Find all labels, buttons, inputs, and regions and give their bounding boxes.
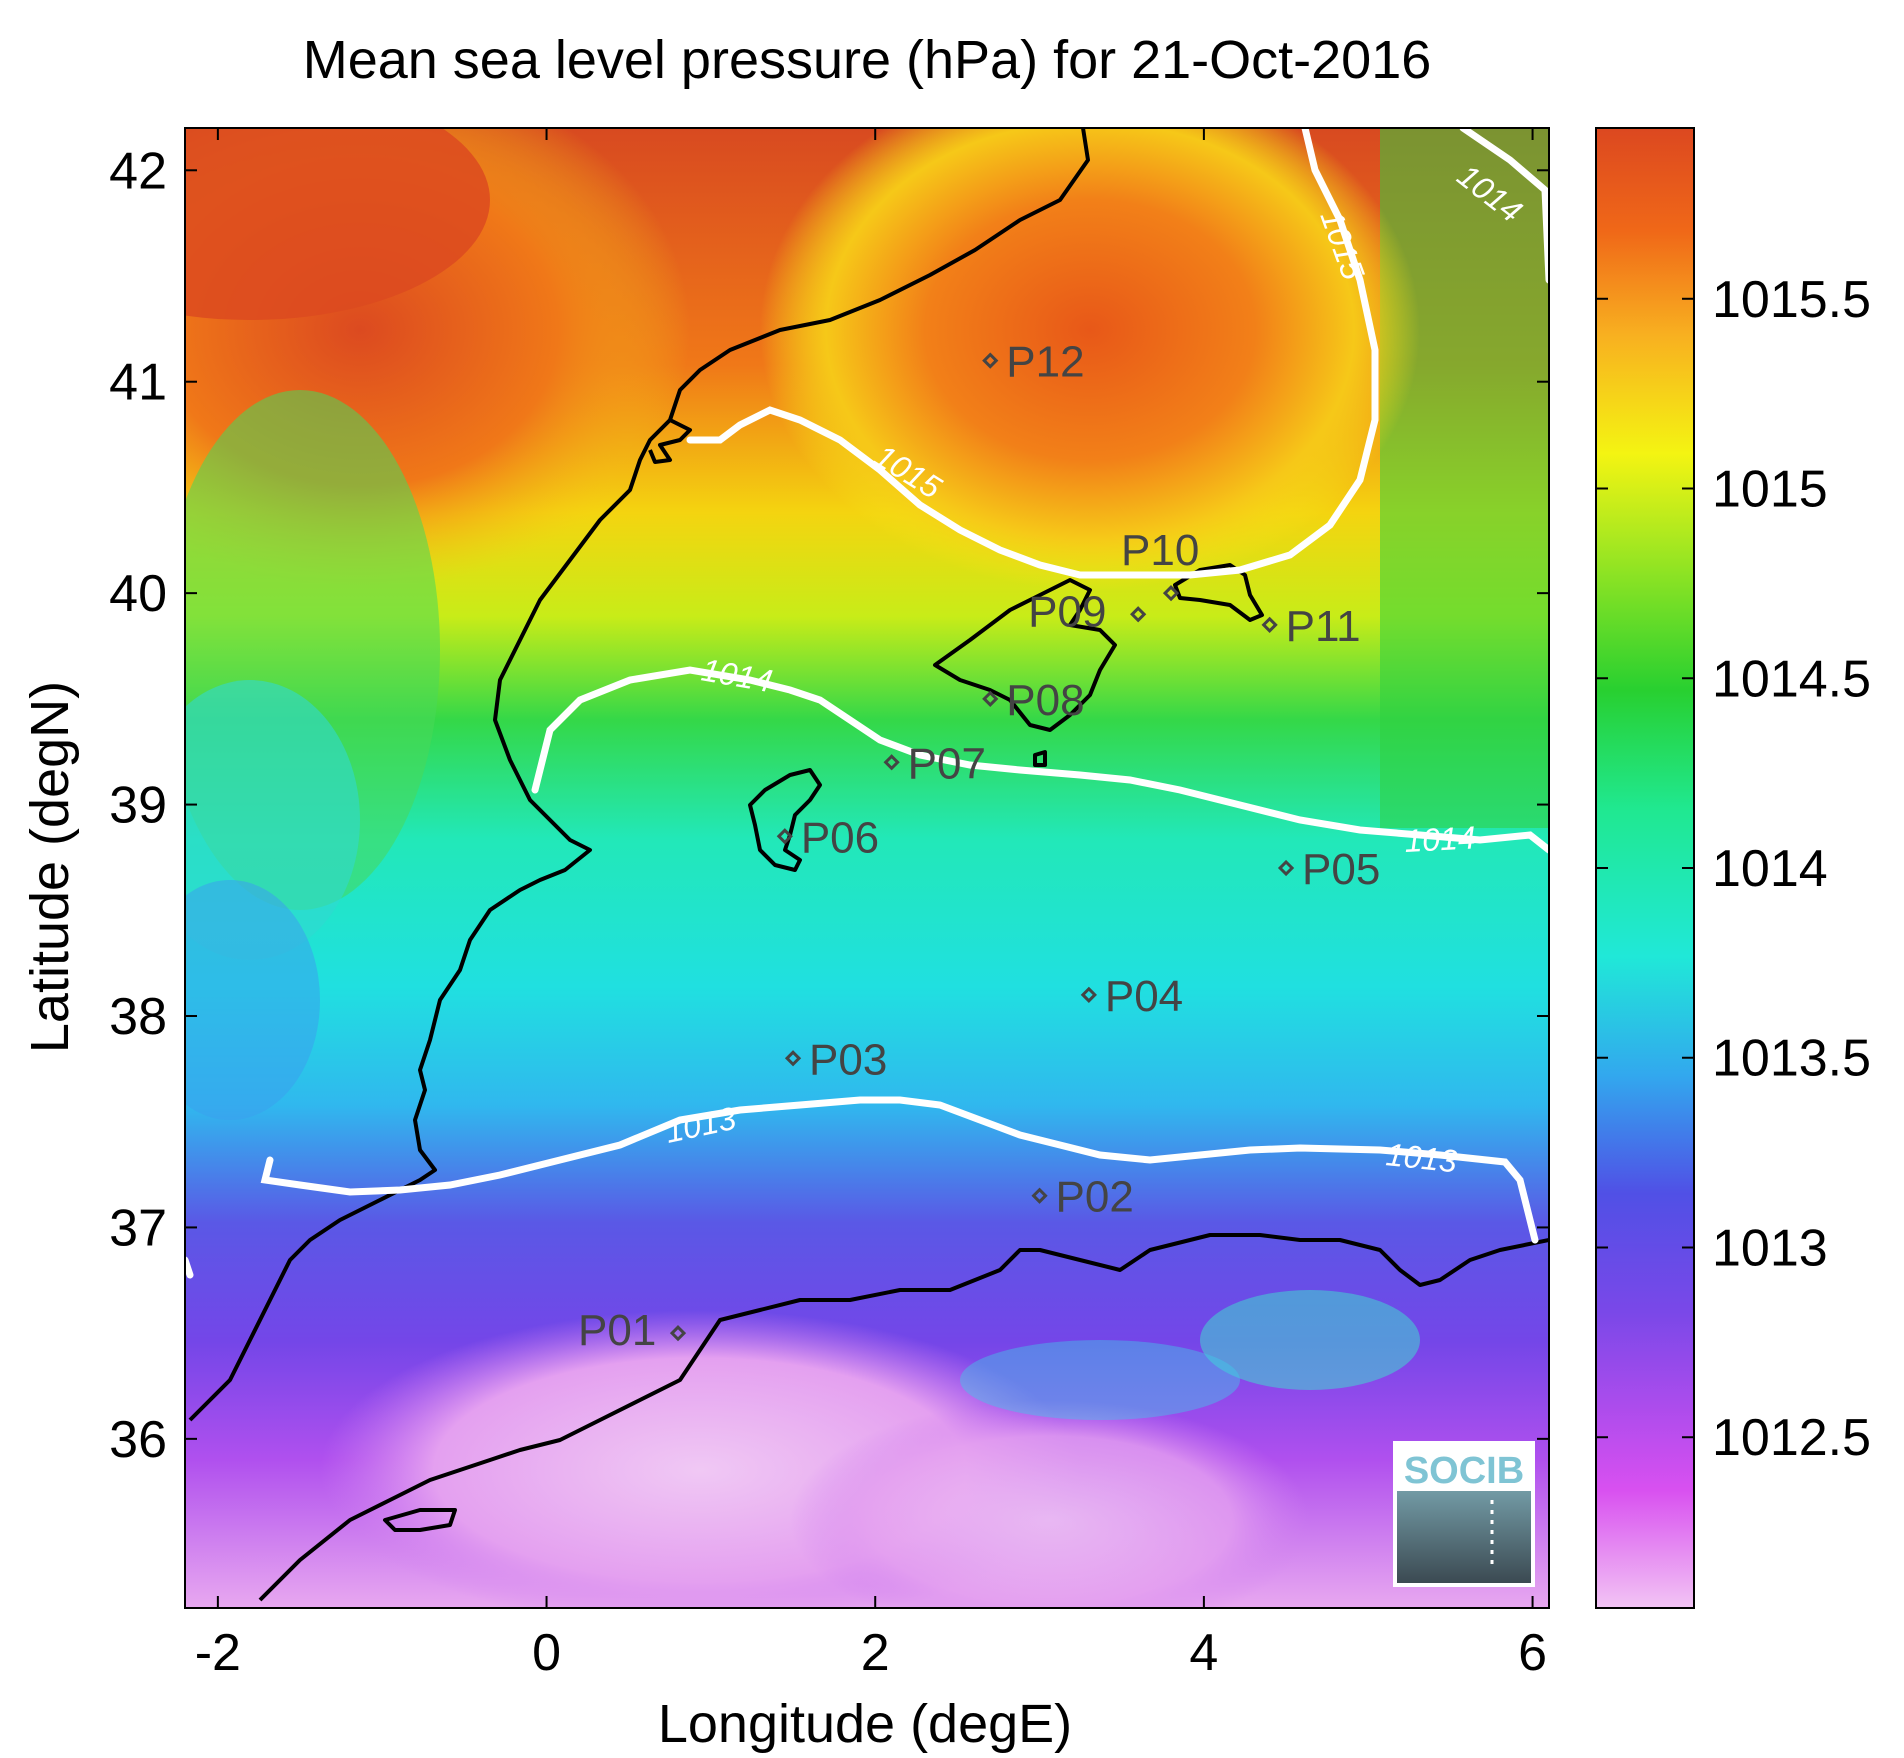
station-label: P05 [1302, 845, 1380, 894]
y-axis-label: Latitude (degN) [20, 681, 80, 1053]
station-marker [784, 1050, 802, 1067]
isobar-label: 1014 [1403, 819, 1476, 859]
isobar-1014-north [1459, 128, 1549, 284]
station-p03[interactable]: P03 [784, 1035, 887, 1084]
x-tick-label: 6 [1518, 1624, 1547, 1682]
y-tick-label: 40 [109, 565, 167, 623]
station-p08[interactable]: P08 [982, 676, 1085, 725]
station-label: P09 [1028, 587, 1106, 636]
isobar-label: 1013 [1384, 1136, 1459, 1179]
station-label: P02 [1056, 1173, 1134, 1222]
coastline-mallorca [933, 578, 1117, 732]
socib-logo: SOCIB [1393, 1441, 1535, 1587]
station-label: P12 [1006, 338, 1084, 387]
logo-text: SOCIB [1404, 1450, 1524, 1492]
station-label: P08 [1006, 676, 1084, 725]
station-marker [1277, 859, 1295, 877]
station-p09[interactable]: P09 [1028, 587, 1147, 636]
plot-frame [184, 127, 1550, 1609]
colorbar-tick-label: 1012.5 [1712, 1409, 1871, 1467]
station-p05[interactable]: P05 [1277, 845, 1380, 894]
station-label: P11 [1286, 602, 1361, 651]
station-marker [1261, 616, 1278, 633]
colorbar-tick-label: 1013 [1712, 1219, 1828, 1277]
x-tick-label: -2 [195, 1624, 241, 1682]
station-marker [1162, 585, 1180, 602]
station-marker [982, 690, 999, 707]
station-marker [776, 828, 793, 845]
colorbar-tick-label: 1014.5 [1712, 650, 1871, 708]
coastline-ebro-delta [648, 418, 692, 464]
station-marker [982, 352, 999, 369]
colorbar-tick-label: 1015 [1712, 461, 1828, 519]
y-tick-label: 39 [109, 777, 167, 835]
chart-title: Mean sea level pressure (hPa) for 21-Oct… [303, 30, 1432, 90]
station-p07[interactable]: P07 [883, 739, 986, 788]
y-tick-label: 38 [109, 988, 167, 1046]
colorbar-tick-label: 1015.5 [1712, 271, 1871, 329]
station-label: P07 [908, 739, 986, 788]
station-label: P03 [809, 1035, 887, 1084]
x-axis-label: Longitude (degE) [658, 1694, 1072, 1754]
coastline-ibiza [748, 768, 822, 872]
y-tick-label: 41 [109, 354, 167, 412]
x-tick-label: 2 [861, 1624, 890, 1682]
station-marker [1031, 1187, 1048, 1204]
y-tick-label: 37 [109, 1199, 167, 1257]
isobar-1014-center [531, 666, 1549, 854]
coastline [188, 128, 1549, 1602]
y-tick-label: 42 [109, 142, 167, 200]
station-p04[interactable]: P04 [1080, 972, 1183, 1021]
isobar-1015-east [686, 128, 1379, 579]
station-marker [883, 754, 900, 771]
station-p12[interactable]: P12 [982, 338, 1085, 387]
station-p11[interactable]: P11 [1261, 602, 1361, 651]
coastline-cabrera [1033, 750, 1047, 767]
station-marker [1080, 986, 1097, 1003]
coastline-menorca [1173, 563, 1264, 622]
colorbar-gradient [1595, 127, 1695, 1609]
isobars [185, 128, 1549, 1279]
y-tick-label: 36 [109, 1411, 167, 1469]
colorbar-ticks: 1015.5 1015 1014.5 1014 1013.5 1013 1012.5 [1596, 271, 1871, 1467]
stations-layer: P01 P02 P03 P04 P05 P06 P07 P08 P09 P10 P11 P12 [578, 338, 1380, 1356]
station-label: P06 [801, 813, 879, 862]
colorbar-tick-label: 1014 [1712, 840, 1828, 898]
colorbar-tick-label: 1013.5 [1712, 1030, 1871, 1088]
station-p10[interactable]: P10 [1121, 526, 1199, 602]
x-tick-label: 0 [532, 1624, 561, 1682]
station-marker [1130, 606, 1147, 623]
coastline-north-africa [258, 1233, 1549, 1602]
station-p01[interactable]: P01 [578, 1306, 687, 1355]
colorbar: 1015.5 1015 1014.5 1014 1013.5 1013 1012.5 [1595, 127, 1871, 1609]
station-marker [669, 1325, 687, 1342]
station-label: P10 [1121, 526, 1199, 575]
pressure-field [185, 128, 1549, 1608]
coastline-alboran [383, 1508, 457, 1532]
station-label: P04 [1105, 972, 1183, 1021]
station-p02[interactable]: P02 [1031, 1173, 1134, 1222]
x-tick-label: 4 [1189, 1624, 1218, 1682]
station-label: P01 [578, 1306, 656, 1355]
station-p06[interactable]: P06 [776, 813, 879, 862]
axis-layer: -2 0 2 4 6 42 41 40 39 38 37 36 [109, 128, 1549, 1682]
isobar-1013 [260, 1096, 1539, 1244]
coastline-iberia [188, 128, 1090, 1422]
